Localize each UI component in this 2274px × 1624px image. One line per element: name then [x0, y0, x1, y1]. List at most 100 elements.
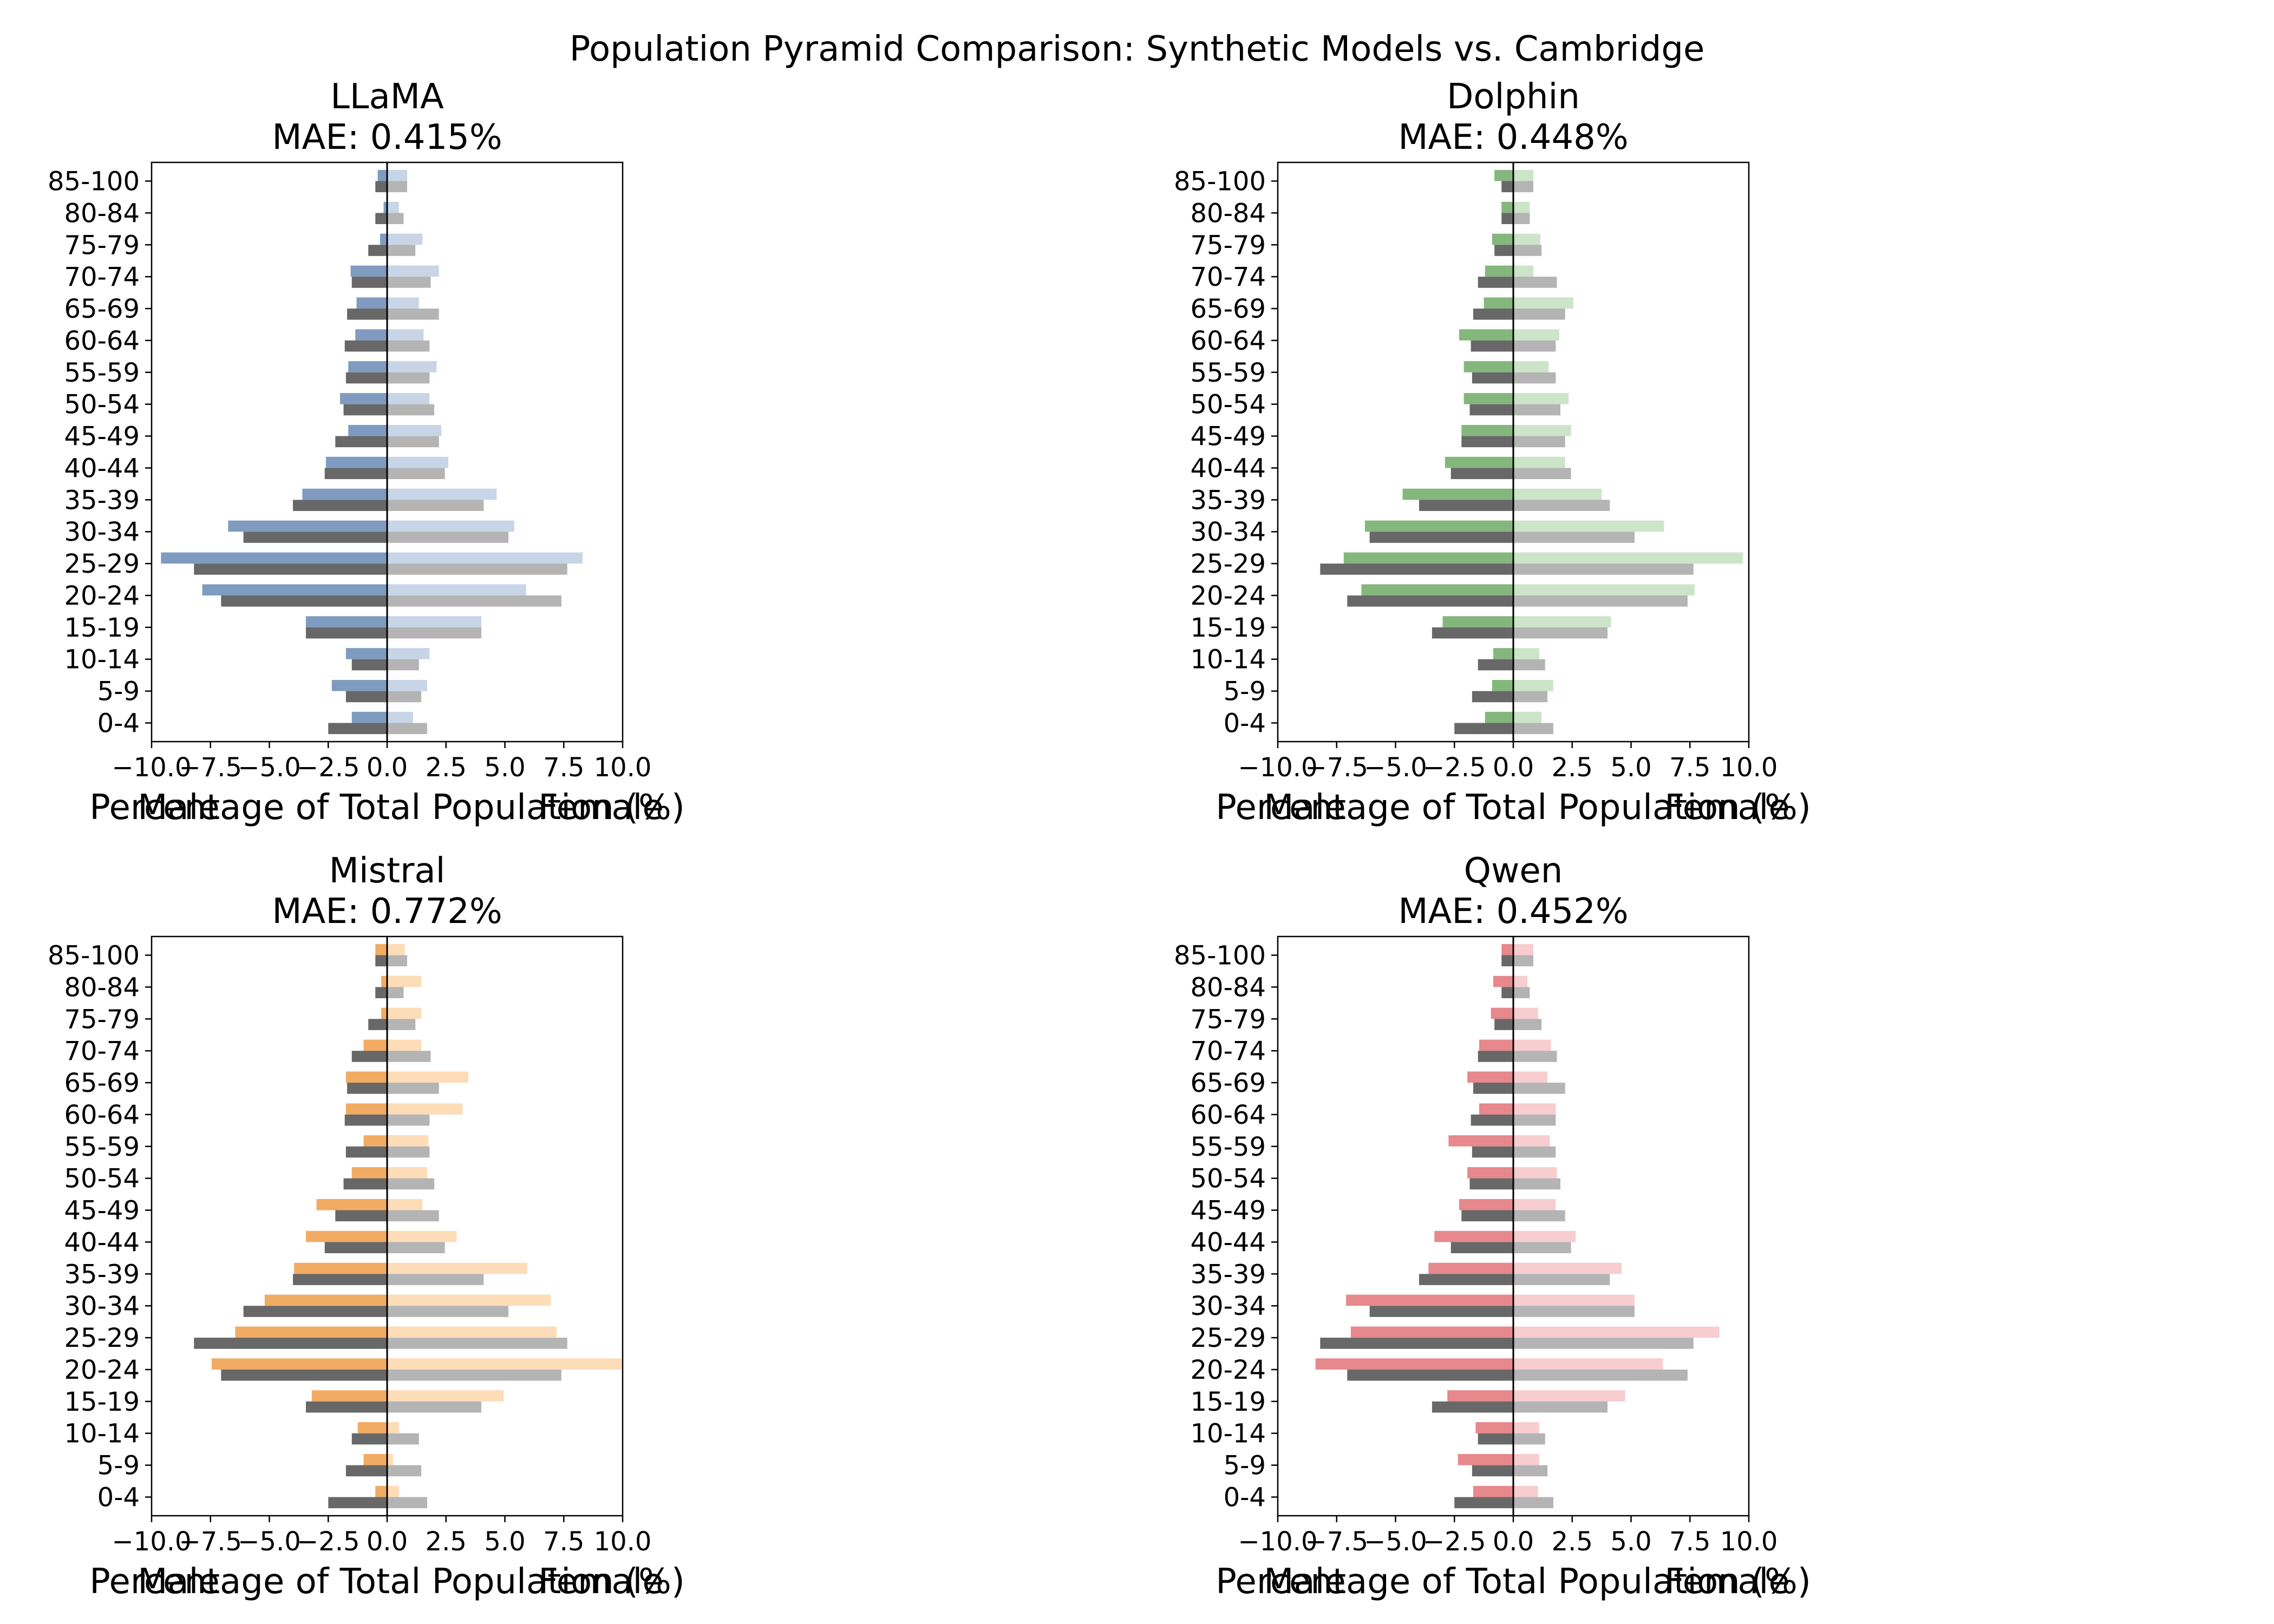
model-male-bar [363, 1135, 387, 1147]
y-tick-label: 0-4 [1224, 709, 1266, 739]
model-female-bar [1513, 520, 1664, 532]
model-female-bar [387, 1071, 469, 1083]
y-tick-label: 35-39 [64, 485, 140, 515]
reference-male-bar [243, 532, 387, 543]
model-female-bar [1513, 1007, 1538, 1019]
male-side-label: Male [1264, 1562, 1346, 1602]
model-male-bar [316, 1199, 387, 1210]
male-side-label: Male [138, 1562, 220, 1602]
model-female-bar [1513, 1103, 1556, 1115]
y-tick-label: 40-44 [1191, 1227, 1266, 1258]
y-tick-label: 70-74 [64, 1036, 140, 1066]
y-tick-label: 65-69 [1191, 1068, 1266, 1098]
model-male-bar [1361, 584, 1513, 595]
reference-male-bar [305, 1401, 387, 1413]
y-tick-label: 20-24 [1191, 1355, 1266, 1385]
model-female-bar [387, 169, 407, 181]
model-female-bar [387, 1358, 622, 1370]
reference-male-bar [345, 1146, 387, 1158]
model-male-bar [355, 329, 387, 340]
model-female-bar [387, 1294, 551, 1306]
y-tick-label: 85-100 [48, 166, 140, 197]
reference-female-bar [387, 1114, 430, 1126]
model-female-bar [387, 1326, 557, 1338]
reference-female-bar [387, 1497, 427, 1509]
reference-male-bar [1501, 987, 1513, 998]
model-male-bar [381, 975, 387, 987]
y-axis: 0-45-910-1415-1920-2425-2930-3435-3940-4… [48, 940, 152, 1513]
model-female-bar [1513, 552, 1743, 564]
model-male-bar [1467, 1167, 1513, 1178]
model-male-bar [1491, 1007, 1513, 1019]
model-female-bar [1513, 488, 1602, 500]
y-tick-label: 55-59 [64, 1132, 140, 1162]
reference-female-bar [1513, 595, 1688, 607]
panel-title: Mistral [329, 851, 446, 891]
model-female-bar [387, 265, 439, 277]
y-tick-label: 70-74 [1191, 262, 1266, 292]
reference-female-bar [1513, 372, 1556, 384]
model-male-bar [1485, 265, 1513, 277]
model-male-bar [363, 1039, 387, 1051]
y-tick-label: 10-14 [1191, 1419, 1266, 1449]
bars [1315, 944, 1720, 1509]
reference-male-bar [1494, 1019, 1513, 1030]
model-male-bar [1459, 329, 1513, 340]
model-male-bar [351, 1167, 387, 1178]
reference-female-bar [1513, 659, 1545, 671]
reference-male-bar [1461, 436, 1513, 448]
x-axis-label: Percentage of Total Population (%) [89, 788, 685, 828]
model-male-bar [1493, 975, 1513, 987]
model-female-bar [1513, 1039, 1551, 1051]
y-tick-label: 35-39 [1191, 1259, 1266, 1289]
reference-female-bar [1513, 1051, 1557, 1062]
x-tick-label: −7.5 [179, 752, 242, 783]
y-tick-label: 55-59 [1191, 1132, 1266, 1162]
y-tick-label: 45-49 [64, 1196, 140, 1226]
reference-female-bar [1513, 1274, 1610, 1285]
bars [194, 944, 622, 1509]
reference-female-bar [1513, 340, 1556, 352]
model-female-bar [1513, 393, 1569, 404]
model-female-bar [387, 361, 437, 372]
reference-male-bar [194, 1338, 387, 1349]
model-male-bar [1463, 393, 1513, 404]
reference-male-bar [351, 1433, 387, 1445]
reference-male-bar [194, 564, 387, 575]
model-female-bar [1513, 1454, 1539, 1465]
x-axis: −10.0−7.5−5.0−2.5 0.0 2.5 5.0 7.5 10.0 [1238, 1516, 1778, 1557]
y-tick-label: 20-24 [1191, 581, 1266, 611]
model-male-bar [1402, 488, 1513, 500]
y-tick-label: 15-19 [64, 1387, 140, 1417]
model-male-bar [356, 297, 387, 309]
x-tick-label: 7.5 [1669, 1527, 1710, 1557]
model-male-bar [1447, 1390, 1513, 1402]
reference-female-bar [387, 1401, 481, 1413]
reference-male-bar [368, 1019, 387, 1030]
model-male-bar [1458, 1454, 1513, 1465]
x-tick-label: −2.5 [1423, 752, 1486, 783]
reference-female-bar [1513, 468, 1571, 480]
x-tick-label: 0.0 [367, 1527, 408, 1557]
reference-male-bar [343, 404, 387, 416]
model-male-bar [1492, 680, 1513, 691]
panel-title: LLaMA [330, 77, 444, 117]
model-female-bar [1513, 265, 1533, 277]
model-female-bar [1513, 1071, 1548, 1083]
reference-male-bar [375, 213, 387, 224]
y-tick-label: 80-84 [1191, 198, 1266, 228]
female-side-label: Female [1664, 788, 1789, 828]
x-tick-label: 2.5 [1552, 752, 1593, 783]
reference-male-bar [1501, 213, 1513, 224]
model-male-bar [1364, 520, 1513, 532]
reference-female-bar [387, 213, 404, 224]
model-female-bar [1513, 584, 1695, 595]
model-female-bar [1513, 456, 1565, 468]
y-tick-label: 80-84 [64, 198, 140, 228]
reference-female-bar [387, 987, 404, 998]
x-tick-label: −7.5 [1305, 1527, 1368, 1557]
reference-male-bar [345, 372, 387, 384]
reference-male-bar [1320, 564, 1513, 575]
